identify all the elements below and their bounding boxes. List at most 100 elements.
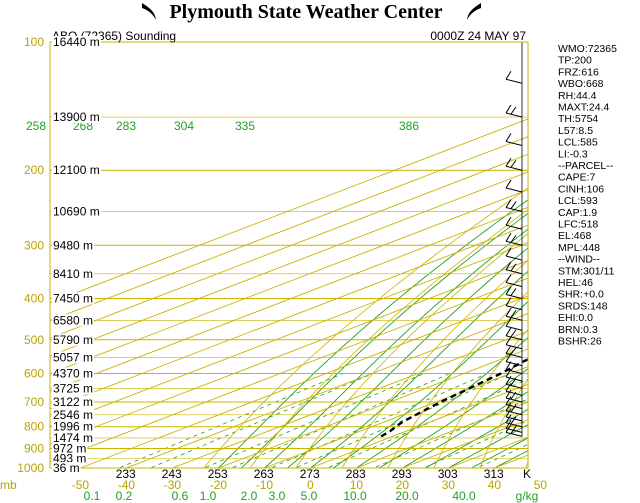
theta-label: 258 — [26, 119, 46, 133]
wind-barb — [505, 305, 523, 311]
sidebar-index: MPL:448 — [558, 242, 600, 254]
mixing-ratio-label: 0.2 — [116, 489, 133, 503]
chart-title: Plymouth State Weather Center — [169, 1, 442, 23]
isotherm-line — [50, 136, 528, 321]
mixing-ratio-label: 5.0 — [301, 489, 318, 503]
mixing-ratio-label: 20.0 — [395, 489, 419, 503]
wind-barb-flag — [505, 396, 512, 405]
wind-barb-flag — [505, 389, 512, 399]
wind-barb — [505, 325, 523, 331]
height-label-bg — [52, 36, 101, 48]
right-ornament-icon — [467, 3, 481, 20]
wind-barb — [505, 335, 523, 341]
kelvin-label-bg — [343, 468, 368, 481]
dry-adiabat-line — [295, 233, 528, 468]
wind-barb — [505, 361, 523, 367]
theta-label: 386 — [399, 119, 419, 133]
wind-barb — [505, 369, 523, 374]
wind-barb-flag — [510, 347, 517, 355]
height-label: 10690 m — [53, 205, 100, 219]
isotherm-line — [50, 118, 528, 304]
wind-barb-flag — [505, 408, 512, 418]
sidebar-index: CINH:106 — [558, 183, 604, 195]
mixing-ratio-lines — [118, 373, 528, 468]
wind-barb-flag — [505, 336, 512, 346]
wind-barb — [505, 397, 523, 403]
isotherm-line — [50, 259, 528, 445]
wind-barb-flag — [505, 402, 512, 412]
isotherm-line — [50, 277, 528, 463]
height-label-bg — [52, 462, 81, 474]
height-label-bg — [52, 420, 95, 433]
height-label-bg — [52, 292, 95, 305]
isotherm-line — [310, 383, 528, 468]
mixing-ratio-label: 3.0 — [269, 489, 286, 503]
sidebar-indices: WMO:72365TP:200FRZ:616WBO:668RH:44.4MAXT… — [558, 43, 617, 348]
kelvin-label: 283 — [346, 467, 366, 481]
dewpoint-trace — [380, 358, 528, 438]
wind-barb — [505, 112, 523, 118]
wind-barb — [505, 431, 523, 437]
kelvin-label-bg — [481, 468, 506, 481]
isotherm-line — [218, 348, 528, 468]
sidebar-index: BSHR:26 — [558, 336, 602, 348]
height-label: 972 m — [53, 442, 86, 456]
pressure-label: 400 — [24, 291, 44, 305]
height-label-bg — [52, 314, 95, 327]
mixing-ratio-label: 10.0 — [343, 489, 367, 503]
height-label: 5057 m — [53, 350, 93, 364]
kelvin-label: 303 — [438, 467, 458, 481]
wind-barb — [505, 404, 523, 409]
height-label: 16440 m — [53, 35, 100, 49]
height-label-bg — [52, 382, 95, 395]
mixing-ratio-label: 40.0 — [452, 489, 476, 503]
wind-barb-flag — [510, 329, 517, 338]
wind-barb — [505, 240, 523, 246]
height-label: 1474 m — [53, 431, 93, 445]
height-label-bg — [52, 396, 95, 409]
isotherm-line — [126, 313, 528, 468]
mixing-ratio-line — [230, 373, 451, 468]
kelvin-label-bg — [159, 468, 184, 481]
wind-barb — [505, 269, 523, 275]
moist-adiabat-line — [264, 228, 528, 468]
dry-adiabat-line — [249, 209, 528, 468]
isotherm-line — [50, 171, 528, 357]
wind-barb-flag — [505, 274, 512, 283]
height-label: 3122 m — [53, 395, 93, 409]
height-label-bg — [52, 267, 95, 280]
wind-barb-flag — [505, 157, 512, 167]
height-label: 5790 m — [53, 333, 93, 347]
wind-barb-flag — [505, 199, 512, 208]
wind-barb-flag — [505, 361, 512, 370]
wind-barbs — [505, 42, 523, 437]
wind-barb-flag — [505, 318, 512, 327]
celsius-label: -50 — [72, 478, 90, 492]
mixing-ratio-line — [269, 373, 488, 468]
sidebar-index: RH:44.4 — [558, 90, 597, 102]
height-label-bg — [52, 452, 88, 465]
wind-barb-flag — [505, 420, 512, 429]
mixing-ratio-label: 2.0 — [241, 489, 258, 503]
height-label-bg — [52, 164, 101, 177]
wind-barb-flag — [510, 234, 517, 243]
isotherm-line — [50, 153, 528, 339]
mixing-ratio-line — [294, 373, 511, 468]
kelvin-unit: K — [523, 467, 531, 481]
celsius-label: 10 — [350, 478, 364, 492]
wind-barb-flag — [505, 232, 512, 242]
isotherm-line — [264, 366, 528, 468]
kelvin-label-bg — [435, 468, 460, 481]
wind-barb-flag — [510, 201, 517, 209]
wind-barb-flag — [510, 416, 517, 425]
sidebar-index: WBO:668 — [558, 78, 604, 90]
wind-barb — [505, 187, 523, 193]
pressure-label: 300 — [24, 238, 44, 252]
celsius-label: -30 — [164, 478, 182, 492]
kelvin-label: 273 — [300, 467, 320, 481]
mixing-ratio-line — [149, 373, 374, 468]
moist-adiabat-line — [471, 437, 528, 468]
wind-barb-flag — [505, 261, 512, 271]
height-label: 13900 m — [53, 110, 100, 124]
